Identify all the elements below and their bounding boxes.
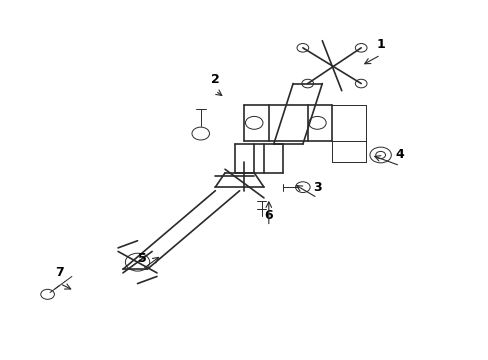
Text: 6: 6 [264,209,273,222]
Text: 1: 1 [375,38,384,51]
Text: 7: 7 [55,266,64,279]
Text: 3: 3 [312,181,321,194]
Text: 2: 2 [210,73,219,86]
Text: 5: 5 [138,252,146,265]
Text: 4: 4 [395,148,404,162]
